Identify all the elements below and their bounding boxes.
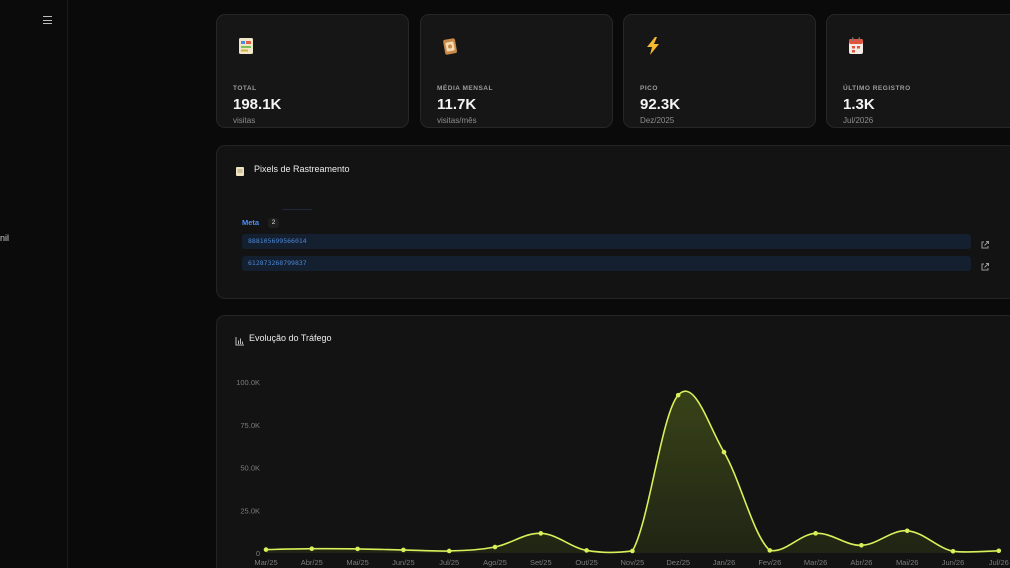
x-tick-label: Mai/26 — [896, 558, 919, 567]
pixel-id-row[interactable]: 888105699566014 — [242, 234, 971, 249]
stat-label: ÚLTIMO REGISTRO — [843, 85, 911, 92]
x-tick-label: Ago/25 — [483, 558, 507, 567]
chart-data-point[interactable] — [675, 392, 681, 398]
chart-data-point[interactable] — [355, 546, 360, 552]
chart-data-point[interactable] — [996, 548, 1002, 554]
x-tick-label: Abr/26 — [850, 558, 872, 567]
chart-icon — [237, 37, 255, 55]
chart-data-point[interactable] — [767, 548, 773, 553]
traffic-evolution-panel: Evolução do Tráfego — [216, 315, 1010, 568]
scroll-icon — [235, 164, 245, 176]
x-tick-label: Nov/25 — [621, 558, 645, 567]
chart-data-point[interactable] — [492, 544, 498, 550]
x-tick-label: Jan/26 — [713, 558, 736, 567]
y-tick-label: 75.0K — [240, 421, 260, 430]
y-tick-label: 25.0K — [240, 506, 260, 515]
hamburger-menu-icon[interactable] — [43, 16, 52, 24]
x-tick-label: Jul/26 — [989, 558, 1009, 567]
chart-data-point[interactable] — [904, 528, 910, 534]
tab-meta[interactable]: Meta — [242, 218, 260, 227]
chart-series-line — [265, 390, 999, 554]
y-tick-label: 0 — [256, 549, 260, 558]
x-tick-label: Out/25 — [575, 558, 598, 567]
chart-data-point[interactable] — [538, 531, 544, 536]
chart-data-point[interactable] — [721, 449, 727, 455]
x-tick-label: Jun/26 — [942, 558, 965, 567]
chart-data-point[interactable] — [813, 531, 818, 536]
x-tick-label: Dez/25 — [666, 558, 690, 567]
tracking-pixels-panel: Pixels de Rastreamento Meta 2 8881056995… — [216, 145, 1010, 299]
stat-sub: Jul/2026 — [843, 116, 874, 125]
calendar-icon — [441, 37, 459, 55]
tab-divider — [282, 209, 312, 210]
y-tick-label: 50.0K — [240, 464, 260, 473]
lightning-icon — [644, 37, 662, 55]
x-tick-label: Jun/25 — [392, 558, 415, 567]
stat-sub: visitas — [233, 116, 256, 125]
stat-value: 92.3K — [640, 96, 681, 113]
stat-value: 198.1K — [233, 96, 282, 113]
x-tick-label: Jul/25 — [439, 558, 459, 567]
chart-data-point[interactable] — [401, 547, 406, 553]
chart-data-point[interactable] — [859, 543, 864, 548]
bar-chart-icon — [235, 333, 245, 346]
stat-card-average: MÉDIA MENSAL 11.7K visitas/mês — [420, 14, 613, 128]
panel-title: Pixels de Rastreamento — [254, 164, 350, 174]
x-tick-label: Mar/26 — [804, 558, 827, 567]
stat-sub: Dez/2025 — [640, 116, 675, 125]
stat-value: 1.3K — [843, 96, 875, 113]
chart-data-point[interactable] — [446, 548, 452, 554]
stat-sub: visitas/mês — [437, 116, 477, 125]
pixel-id-row[interactable]: 612873268799837 — [242, 256, 971, 271]
sidebar-item-label[interactable]: nil — [0, 233, 10, 243]
calendar-date-icon — [847, 37, 865, 55]
stat-label: PICO — [640, 85, 658, 92]
x-tick-label: Fev/26 — [758, 558, 781, 567]
x-tick-label: Mar/25 — [254, 558, 277, 567]
stat-card-peak: PICO 92.3K Dez/2025 — [623, 14, 816, 128]
external-link-icon[interactable] — [980, 237, 990, 249]
panel-title: Evolução do Tráfego — [249, 333, 332, 343]
chart-data-point[interactable] — [263, 547, 269, 552]
chart-area-fill — [266, 391, 999, 553]
sidebar: nil — [0, 0, 68, 568]
chart-data-point[interactable] — [584, 548, 589, 553]
chart-data-point[interactable] — [309, 546, 315, 552]
y-tick-label: 100.0K — [236, 378, 260, 387]
x-tick-label: Abr/25 — [301, 558, 323, 567]
x-tick-label: Set/25 — [530, 558, 552, 567]
external-link-icon[interactable] — [980, 259, 990, 271]
stat-card-total: TOTAL 198.1K visitas — [216, 14, 409, 128]
x-tick-label: Mai/25 — [346, 558, 369, 567]
stat-label: TOTAL — [233, 85, 257, 92]
stat-card-last-record: ÚLTIMO REGISTRO 1.3K Jul/2026 — [826, 14, 1010, 128]
chart-data-point[interactable] — [630, 548, 635, 554]
stat-value: 11.7K — [437, 96, 477, 113]
stat-label: MÉDIA MENSAL — [437, 85, 493, 92]
chart-data-point[interactable] — [950, 548, 956, 554]
tab-count-badge: 2 — [268, 218, 279, 228]
